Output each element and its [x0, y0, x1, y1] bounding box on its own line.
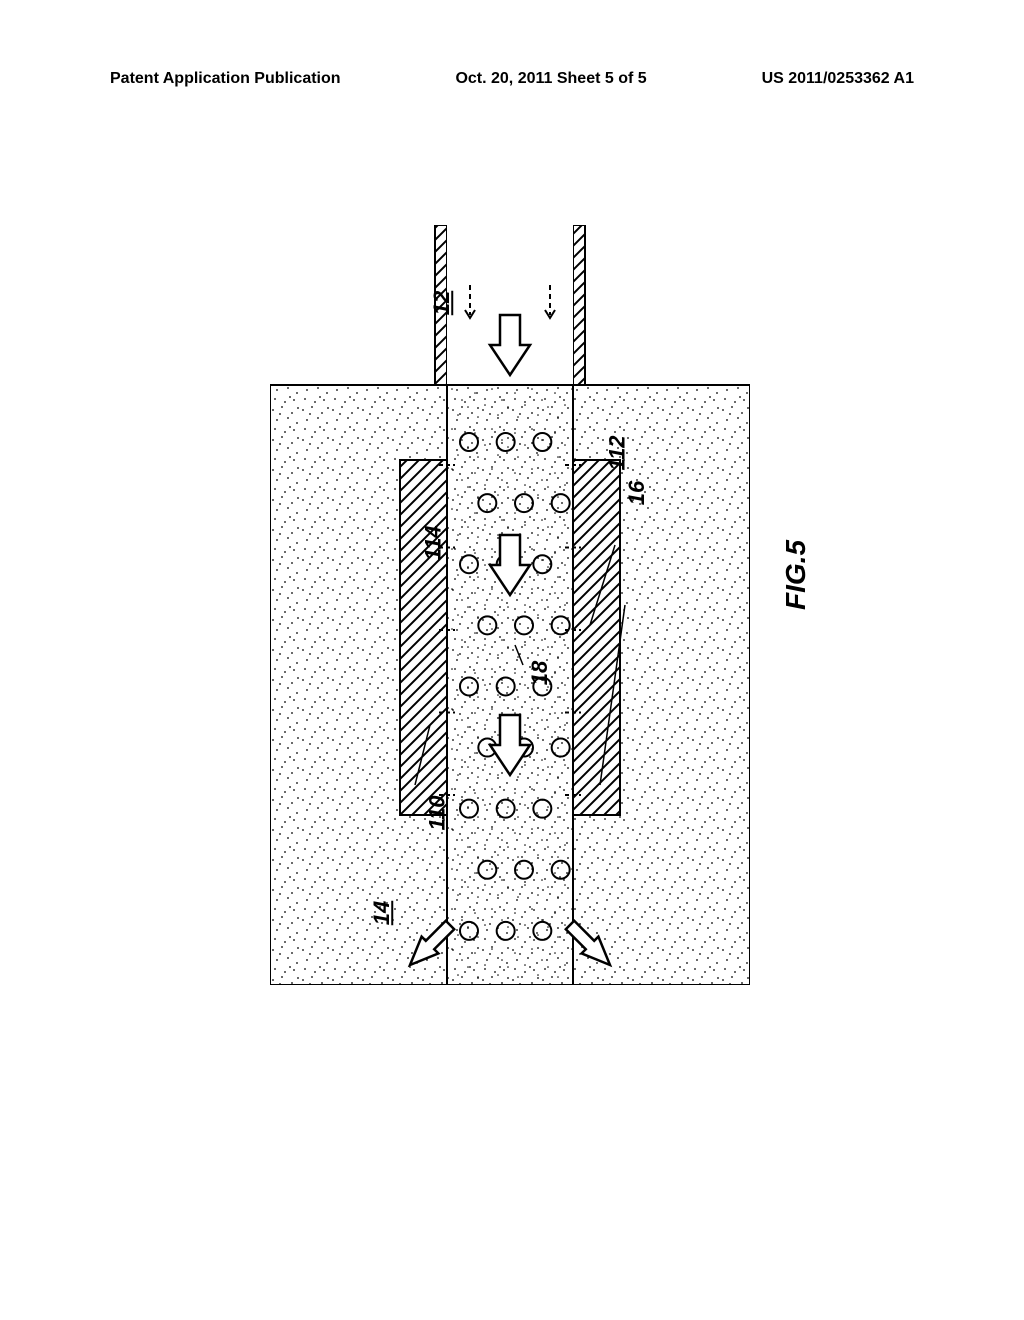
ref-16: 16 — [624, 481, 650, 505]
patent-diagram — [270, 225, 750, 985]
header-center: Oct. 20, 2011 Sheet 5 of 5 — [455, 70, 646, 88]
page-header: Patent Application Publication Oct. 20, … — [0, 70, 1024, 88]
ref-12: 12 — [429, 291, 455, 315]
figure-label: FIG.5 — [780, 540, 812, 610]
header-right: US 2011/0253362 A1 — [762, 70, 914, 88]
figure-container — [270, 225, 750, 985]
ref-112: 112 — [605, 435, 631, 470]
header-left: Patent Application Publication — [110, 70, 341, 88]
ref-14: 14 — [369, 901, 395, 925]
ref-18: 18 — [527, 661, 553, 685]
ref-110: 110 — [425, 795, 451, 830]
ref-114: 114 — [421, 525, 447, 560]
